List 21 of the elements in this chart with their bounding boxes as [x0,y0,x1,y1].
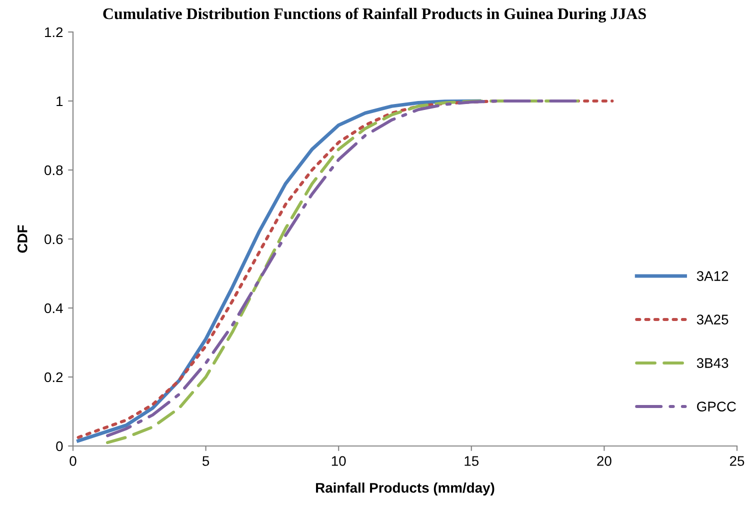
legend-label: 3A25 [696,314,728,324]
y-axis-title: CDF [18,225,28,253]
legend-label: 3B43 [696,358,728,368]
y-tick-label: 1 [56,96,63,106]
y-tick-label: 0.2 [44,372,63,382]
x-tick-label: 15 [464,456,479,466]
x-tick-label: 10 [332,456,346,466]
y-tick-label: 0.4 [44,303,63,314]
x-tick-label: 5 [202,456,210,466]
legend-label: 3A12 [696,271,728,281]
y-tick-label: 0 [56,441,63,452]
x-tick-label: 25 [730,456,744,466]
x-axis-title: Rainfall Products (mm/day) [316,482,494,496]
x-tick-label: 0 [70,456,76,466]
y-tick-label: 0.8 [44,165,63,176]
legend-label: GPCC [697,402,736,412]
chart-title: Cumulative Distribution Functions of Rainfall Products in Guinea During JJAS [103,8,646,23]
y-tick-label: 1.2 [45,27,63,38]
x-tick-label: 20 [597,456,612,466]
y-tick-label: 0.6 [44,234,63,244]
line-series [76,99,482,443]
